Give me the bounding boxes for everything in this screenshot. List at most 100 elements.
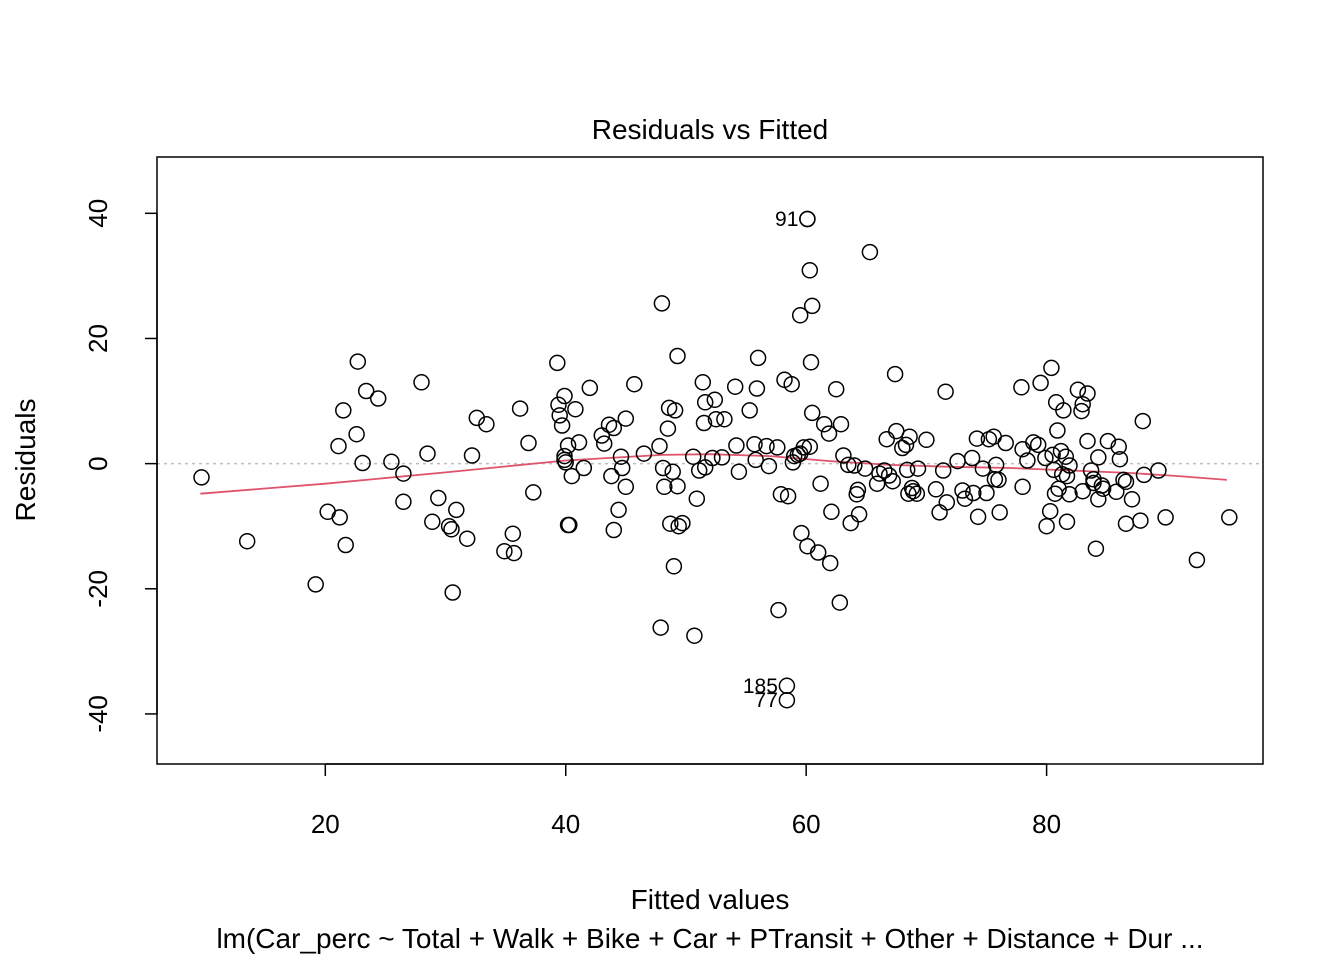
residual-point xyxy=(831,594,849,611)
point-label: 77 xyxy=(755,689,778,712)
residual-point xyxy=(1061,457,1078,474)
residual-point xyxy=(505,544,523,562)
residual-point xyxy=(1041,502,1059,520)
residual-point xyxy=(617,478,635,496)
residual-point xyxy=(696,394,714,411)
residual-point xyxy=(395,465,412,482)
residual-point-labeled xyxy=(778,677,796,695)
residual-point xyxy=(595,435,613,452)
residual-point xyxy=(832,415,850,433)
residual-point xyxy=(968,430,986,447)
residual-point xyxy=(686,627,703,644)
residual-point xyxy=(1037,449,1054,467)
residual-point xyxy=(707,410,725,428)
residual-point xyxy=(556,387,573,405)
residual-point xyxy=(448,501,465,519)
residual-point xyxy=(349,353,367,370)
residual-point xyxy=(748,380,766,397)
residual-point xyxy=(1043,359,1060,377)
residual-point xyxy=(430,489,447,507)
residual-point xyxy=(770,601,787,619)
y-tick-label: -40 xyxy=(83,695,113,733)
residual-point xyxy=(551,407,568,424)
residual-point xyxy=(549,354,566,372)
residual-point xyxy=(931,504,948,521)
residual-point xyxy=(1123,491,1141,508)
residual-point xyxy=(468,409,486,427)
residual-point xyxy=(1058,513,1076,531)
residual-point xyxy=(307,576,324,593)
residual-point xyxy=(1157,509,1174,526)
residual-point-labeled xyxy=(778,691,796,709)
residual-point xyxy=(927,481,945,498)
residual-point xyxy=(795,439,813,456)
residual-point xyxy=(478,415,495,433)
residual-point xyxy=(567,400,584,418)
residual-point xyxy=(821,554,839,572)
residual-point xyxy=(991,504,1008,521)
residual-point xyxy=(563,467,581,485)
residual-point xyxy=(846,457,863,474)
residual-point xyxy=(1069,381,1087,399)
residual-point xyxy=(463,447,481,464)
residual-point xyxy=(525,484,542,501)
residual-point xyxy=(772,486,790,503)
y-tick-label: -20 xyxy=(83,570,113,608)
residual-point xyxy=(238,532,256,550)
residual-point xyxy=(801,262,819,279)
x-tick-label: 20 xyxy=(311,809,340,839)
residual-point xyxy=(876,462,893,479)
residual-point xyxy=(575,459,593,477)
residual-point xyxy=(1094,480,1112,497)
residual-point xyxy=(815,415,833,433)
residual-point xyxy=(665,558,683,575)
plot-frame xyxy=(156,156,1264,765)
residual-point xyxy=(1019,452,1036,469)
residual-point xyxy=(1032,374,1049,392)
residual-point xyxy=(684,448,702,465)
residual-point xyxy=(504,525,522,542)
residual-point xyxy=(799,537,816,555)
residual-point xyxy=(713,449,731,466)
residual-point xyxy=(820,425,838,442)
x-tick-label: 80 xyxy=(1032,809,1061,839)
residual-point xyxy=(605,419,623,437)
residual-point xyxy=(1074,395,1091,413)
residual-point xyxy=(413,374,430,391)
residual-point xyxy=(969,508,987,526)
residual-point xyxy=(674,514,691,532)
residual-point xyxy=(1087,540,1105,557)
residual-point xyxy=(651,437,668,455)
y-axis-label: Residuals xyxy=(10,399,41,522)
residual-point xyxy=(987,456,1005,474)
residual-point xyxy=(840,456,857,474)
residual-point xyxy=(1014,478,1031,496)
residual-point xyxy=(769,439,786,456)
residual-point xyxy=(909,460,927,477)
residual-point xyxy=(654,459,672,477)
residual-point xyxy=(809,544,827,561)
x-tick-label: 40 xyxy=(551,809,580,839)
residual-point xyxy=(331,509,348,526)
residual-point xyxy=(443,521,460,538)
residual-point xyxy=(1115,471,1132,489)
residual-point xyxy=(1085,471,1102,488)
smooth-line-layer xyxy=(200,453,1227,495)
residual-point xyxy=(511,400,529,417)
residual-point xyxy=(335,402,352,419)
residual-point xyxy=(670,517,687,535)
residual-point xyxy=(827,380,845,398)
residual-point xyxy=(337,536,354,554)
residual-point xyxy=(695,414,713,432)
residual-point xyxy=(617,410,635,427)
scatter-points-layer xyxy=(193,210,1238,709)
residual-point xyxy=(669,477,686,495)
y-tick-label: 40 xyxy=(83,199,113,228)
residual-point xyxy=(898,461,916,479)
residual-point xyxy=(666,402,684,419)
residual-point xyxy=(1049,422,1066,439)
residual-point xyxy=(706,391,724,409)
residual-point xyxy=(659,420,677,437)
residual-point xyxy=(904,482,922,500)
